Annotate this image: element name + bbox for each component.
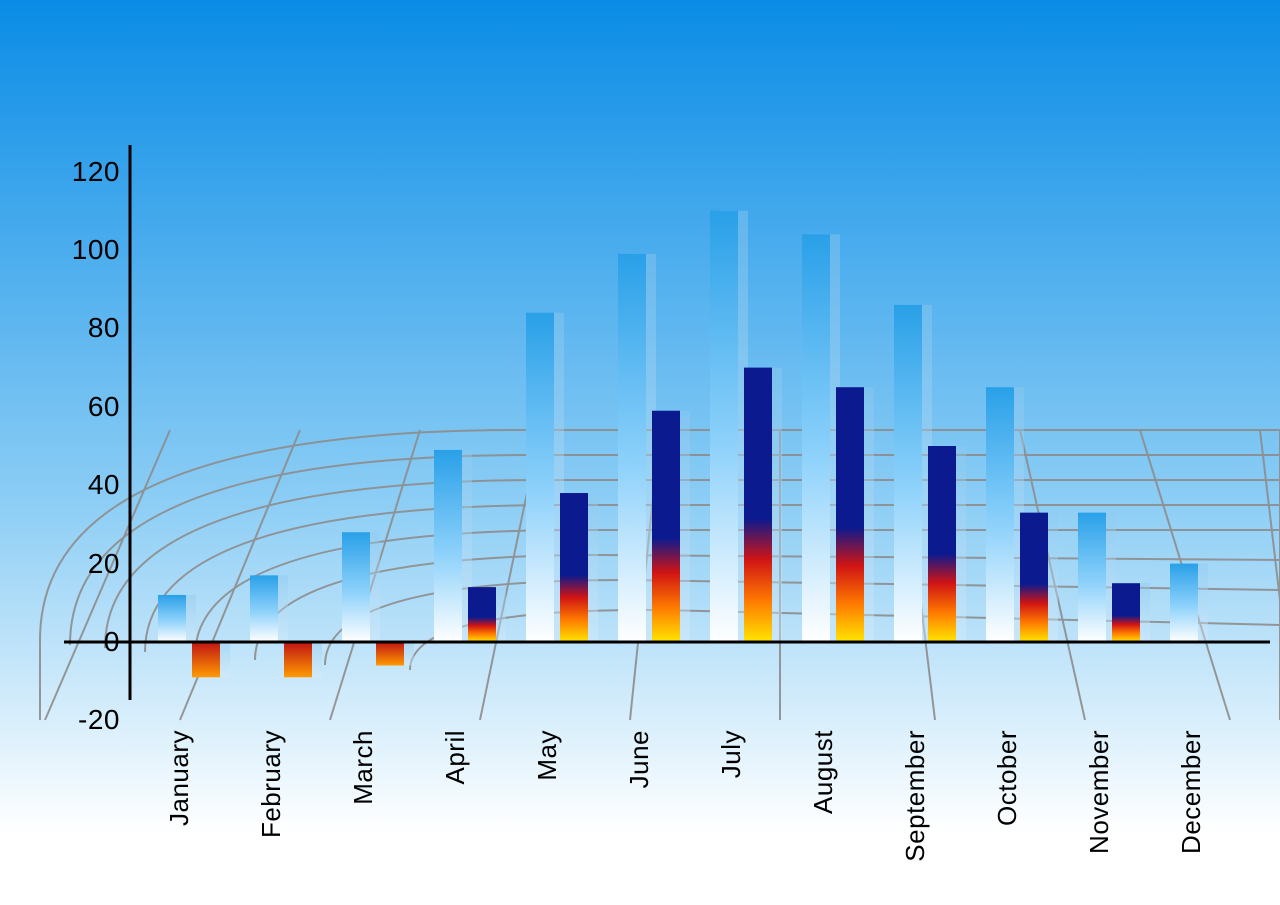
bar-series-blue <box>1078 513 1106 642</box>
y-tick-label: 40 <box>40 469 120 501</box>
bar-series-blue <box>342 532 370 642</box>
bar-series-fire <box>652 411 680 642</box>
y-tick-label: 100 <box>40 234 120 266</box>
bar-series-blue <box>618 254 646 642</box>
bar-series-fire <box>192 642 220 677</box>
y-tick-label: 20 <box>40 548 120 580</box>
x-tick-label: May <box>532 730 563 781</box>
bar-series-fire <box>1112 583 1140 642</box>
x-tick-label: September <box>900 730 931 862</box>
x-tick-label: June <box>624 730 655 788</box>
bar-series-blue <box>434 450 462 642</box>
chart-stage: -20 0 20 40 60 80 100 120 January February March A… <box>0 0 1280 905</box>
x-tick-label: December <box>1176 730 1207 854</box>
x-tick-label: November <box>1084 730 1115 854</box>
x-tick-label: October <box>992 730 1023 826</box>
y-tick-label: -20 <box>40 704 120 736</box>
bar-series-fire <box>560 493 588 642</box>
bar-series-fire <box>376 642 404 666</box>
x-tick-label: April <box>440 730 471 785</box>
bar-series-blue <box>710 211 738 642</box>
y-tick-label: 80 <box>40 312 120 344</box>
bar-series-blue <box>986 387 1014 642</box>
y-tick-label: 120 <box>40 156 120 188</box>
bar-series-blue <box>250 575 278 642</box>
x-tick-label: July <box>716 730 747 778</box>
bar-series-fire <box>836 387 864 642</box>
bar-series-blue <box>526 313 554 642</box>
x-tick-label: August <box>808 730 839 814</box>
bar-series-blue <box>158 595 186 642</box>
bar-series-blue <box>1170 564 1198 642</box>
bar-series-fire <box>928 446 956 642</box>
bar-series-fire <box>1020 513 1048 642</box>
bars-layer <box>158 211 1208 677</box>
x-tick-label: January <box>164 730 195 826</box>
bar-series-blue <box>802 234 830 642</box>
bar-series-fire <box>744 368 772 642</box>
bar-series-fire <box>468 587 496 642</box>
bar-series-blue <box>894 305 922 642</box>
y-tick-label: 0 <box>40 626 120 658</box>
bar-series-fire <box>284 642 312 677</box>
y-tick-label: 60 <box>40 391 120 423</box>
x-tick-label: March <box>348 730 379 805</box>
x-tick-label: February <box>256 730 287 838</box>
